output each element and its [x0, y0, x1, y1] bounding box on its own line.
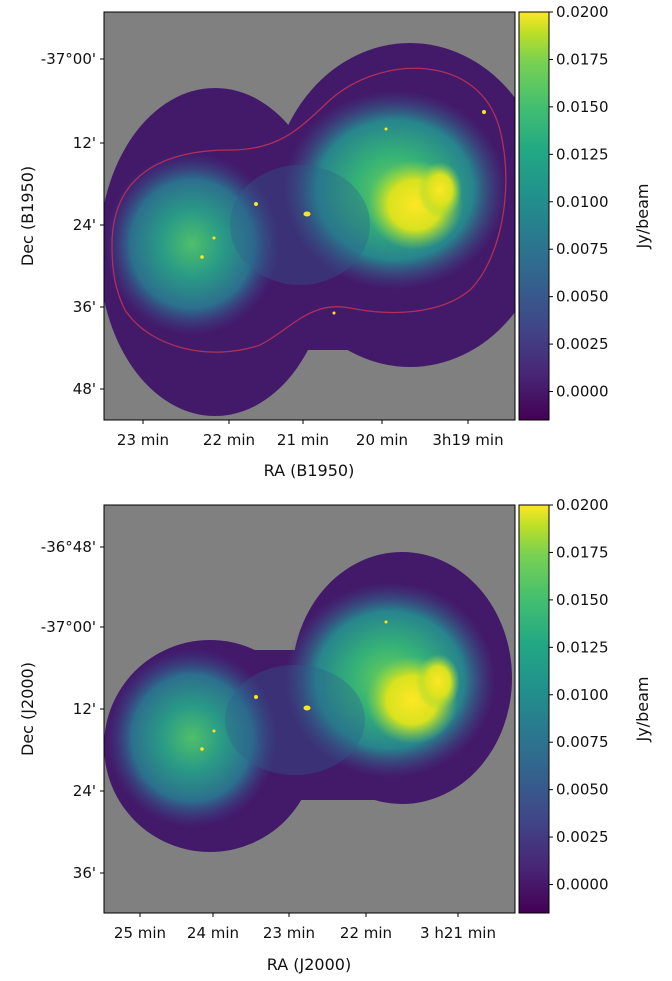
panel-b1950: 23 min 22 min 21 min 20 min 3h19 min -37°00'… — [18, 3, 652, 480]
x-tick-label: 24 min — [187, 924, 239, 942]
hot-spot — [418, 162, 462, 218]
radio-image — [104, 43, 515, 416]
colorbar-tick-label: 0.0200 — [556, 3, 609, 21]
colorbar-tick-label: 0.0150 — [556, 98, 609, 116]
x-tick-label: 22 min — [340, 924, 392, 942]
colorbar-title: Jy/beam — [633, 184, 652, 250]
y-tick-label: 36' — [73, 298, 96, 316]
hot-spot — [416, 654, 460, 710]
x-axis-title: RA (B1950) — [264, 461, 355, 480]
colorbar-tick-label: 0.0000 — [556, 383, 609, 401]
x-tick-label: 23 min — [263, 924, 315, 942]
y-tick-label: -37°00' — [41, 618, 96, 636]
y-tick-label: 12' — [73, 700, 96, 718]
y-axis: -37°00' 12' 24' 36' 48' — [41, 50, 104, 398]
colorbar-tick-label: 0.0150 — [556, 591, 609, 609]
x-axis: 23 min 22 min 21 min 20 min 3h19 min — [117, 420, 504, 449]
x-tick-label: 3 h21 min — [420, 924, 496, 942]
colorbar-tick-label: 0.0100 — [556, 193, 609, 211]
contour-line — [111, 67, 507, 353]
colorbar — [518, 504, 550, 914]
left-lobe — [104, 152, 280, 336]
colorbar-tick-label: 0.0125 — [556, 145, 609, 163]
colorbar-tick-label: 0.0125 — [556, 638, 609, 656]
left-lobe — [106, 648, 278, 828]
y-tick-label: 48' — [73, 380, 96, 398]
colorbar — [518, 11, 550, 421]
panel-j2000: 25 min 24 min 23 min 22 min 3 h21 min -36°48… — [18, 496, 652, 974]
colorbar-tick-label: 0.0175 — [556, 50, 609, 68]
y-tick-label: -36°48' — [41, 538, 96, 556]
colorbar-ticks: 0.0200 0.0175 0.0150 0.0125 0.0100 0.0075 0.00… — [549, 3, 609, 401]
colorbar-tick-label: 0.0050 — [556, 781, 609, 799]
bridge-emission — [225, 665, 365, 775]
y-axis: -36°48' -37°00' 12' 24' 36' — [41, 538, 104, 882]
bridge-emission — [230, 165, 370, 285]
plot-frame — [103, 11, 516, 421]
colorbar-tick-label: 0.0025 — [556, 335, 609, 353]
colorbar-tick-label: 0.0075 — [556, 733, 609, 751]
radio-image — [104, 552, 512, 852]
x-tick-label: 21 min — [277, 431, 329, 449]
point-sources — [200, 620, 388, 751]
x-tick-label: 22 min — [203, 431, 255, 449]
colorbar-tick-label: 0.0200 — [556, 496, 609, 514]
point-sources — [200, 110, 486, 315]
x-tick-label: 25 min — [114, 924, 166, 942]
y-tick-label: -37°00' — [41, 50, 96, 68]
x-tick-label: 23 min — [117, 431, 169, 449]
colorbar-tick-label: 0.0075 — [556, 240, 609, 258]
x-tick-label: 3h19 min — [432, 431, 503, 449]
y-tick-label: 12' — [73, 134, 96, 152]
y-tick-label: 24' — [73, 782, 96, 800]
y-tick-label: 24' — [73, 216, 96, 234]
y-axis-title: Dec (J2000) — [18, 662, 37, 756]
x-axis-title: RA (J2000) — [267, 955, 351, 974]
x-axis: 25 min 24 min 23 min 22 min 3 h21 min — [114, 913, 496, 942]
colorbar-ticks: 0.0200 0.0175 0.0150 0.0125 0.0100 0.0075 0.00… — [549, 496, 609, 894]
colorbar-tick-label: 0.0050 — [556, 288, 609, 306]
x-tick-label: 20 min — [356, 431, 408, 449]
y-axis-title: Dec (B1950) — [18, 166, 37, 266]
colorbar-tick-label: 0.0175 — [556, 543, 609, 561]
colorbar-title: Jy/beam — [633, 677, 652, 743]
colorbar-tick-label: 0.0025 — [556, 828, 609, 846]
y-tick-label: 36' — [73, 864, 96, 882]
colorbar-tick-label: 0.0000 — [556, 876, 609, 894]
colorbar-tick-label: 0.0100 — [556, 686, 609, 704]
